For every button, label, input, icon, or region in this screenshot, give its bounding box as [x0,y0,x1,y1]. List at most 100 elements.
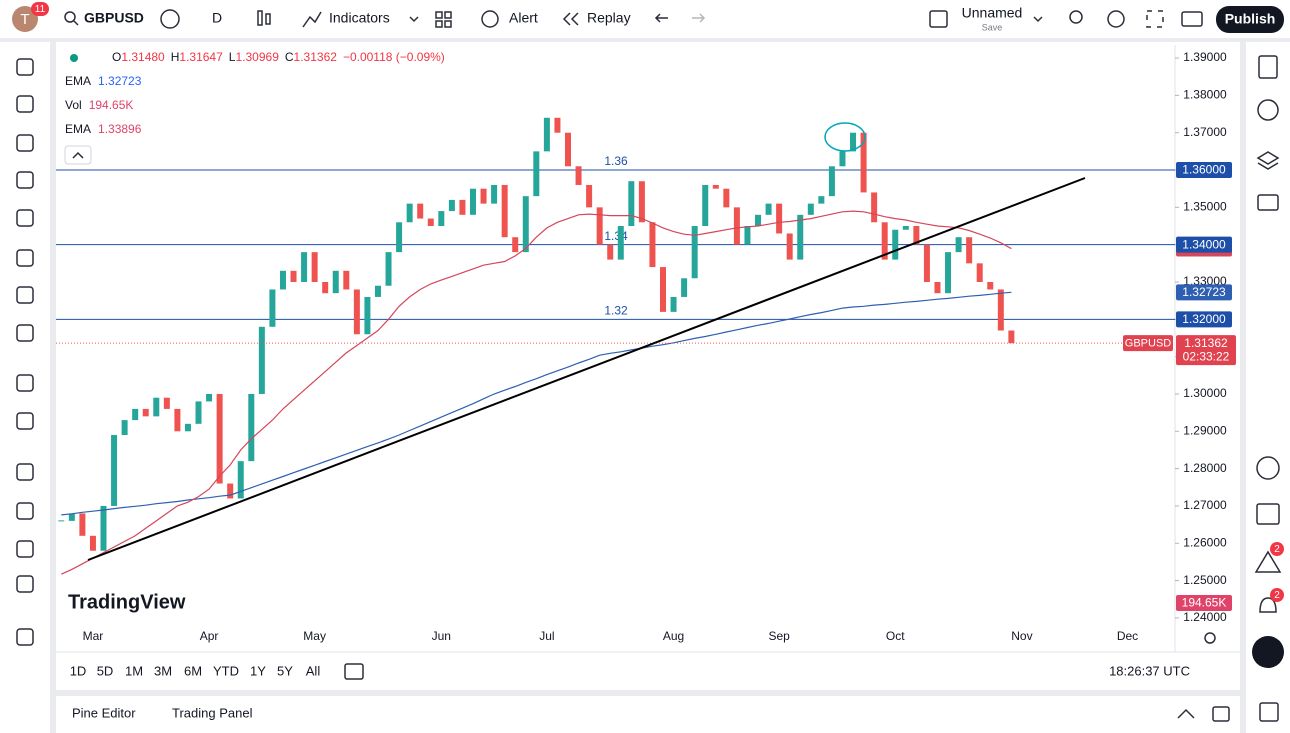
chart-panel [56,42,1240,690]
axis-settings[interactable] [1204,632,1216,644]
candle-body [934,282,941,294]
candle-body [702,184,709,227]
chart-type[interactable] [257,10,263,26]
tool-icon[interactable] [16,134,34,152]
range-button[interactable]: 1Y [250,663,266,678]
tool-icon[interactable] [16,412,34,430]
indicator-name: EMA [65,122,91,136]
tool-icon[interactable] [16,209,34,227]
collapse-legend[interactable] [64,145,92,165]
maximize[interactable] [1212,706,1230,722]
quick-search[interactable] [1069,10,1083,24]
calendar[interactable] [1256,503,1280,525]
panel-tab[interactable]: Pine Editor [72,705,136,720]
tool-icon[interactable] [16,324,34,342]
y-tick-label: 1.24000 [1183,610,1227,624]
replay[interactable]: Replay [587,10,631,26]
candle-body [807,203,814,215]
range-button[interactable]: 5Y [277,663,293,678]
range-button[interactable]: 1D [70,663,87,678]
candle-body [459,199,466,215]
range-button[interactable]: 5D [97,663,114,678]
price-tag [1176,162,1232,179]
trendline[interactable] [87,177,1086,561]
candle-body [955,237,962,253]
candle-body [923,244,930,283]
candle-body [290,270,297,283]
layout-name[interactable]: Unnamed [962,5,1023,21]
tool-icon[interactable] [16,95,34,113]
panel-toggle[interactable] [1259,702,1279,722]
ideas[interactable] [1254,550,1282,573]
calendar[interactable] [1256,456,1280,480]
candle-body [406,203,413,223]
snapshot[interactable] [1181,11,1203,27]
candle-body [279,270,286,290]
tool-icon[interactable] [16,463,34,481]
range-button[interactable]: All [306,663,321,678]
layout-icon[interactable] [929,10,948,28]
left-toolbar [0,42,50,733]
search-icon[interactable] [64,11,76,23]
volume-tag [1176,595,1232,611]
watchlist[interactable] [1258,55,1278,79]
range-button[interactable]: YTD [213,663,239,678]
tool-icon[interactable] [16,628,34,646]
publish-button[interactable] [1216,6,1284,33]
candle-body [681,278,688,297]
avatar[interactable] [12,6,38,32]
undo[interactable] [654,13,668,23]
notifications[interactable] [1259,597,1277,613]
tool-icon[interactable] [16,575,34,593]
price-tag [1176,311,1232,328]
range-button[interactable]: 3M [154,663,172,678]
settings[interactable] [1107,10,1125,28]
alert[interactable]: Alert [509,10,538,26]
redo[interactable] [692,13,706,23]
candle-body [522,196,529,253]
tool-icon[interactable] [16,286,34,304]
tool-icon[interactable] [16,540,34,558]
clock: 18:26:37 UTC [1109,663,1190,678]
tool-icon[interactable] [16,502,34,520]
collapse[interactable] [1177,708,1195,719]
candle-body [755,214,762,227]
add-symbol[interactable] [160,9,180,29]
price-tag [1176,284,1232,301]
candle-body [691,226,698,279]
publish-label: Publish [1225,11,1276,27]
fullscreen[interactable] [1146,10,1164,28]
tool-icon[interactable] [16,58,34,76]
panel-tab[interactable]: Trading Panel [172,705,253,720]
candle-body [575,166,582,185]
badge-text: 2 [1274,544,1280,555]
drawn-circle[interactable] [824,122,866,152]
indicators[interactable]: Indicators [329,10,390,26]
chat[interactable] [1257,194,1279,211]
symbol[interactable]: GBPUSD [84,10,144,26]
y-tick-label: 1.28000 [1183,461,1227,475]
candle-body [966,237,973,264]
date-range[interactable] [344,663,364,680]
templates [435,20,443,28]
interval[interactable]: D [212,10,222,26]
range-button[interactable]: 6M [184,663,202,678]
tool-icon[interactable] [16,374,34,392]
alerts[interactable] [1257,99,1279,121]
ohlc-value: 1.31647 [179,50,223,64]
caret [1033,16,1043,23]
tool-icon[interactable] [16,249,34,267]
templates[interactable] [435,11,443,19]
y-tick-label: 1.30000 [1183,386,1227,400]
candle-body [913,226,920,245]
products[interactable] [1252,636,1284,668]
templates [444,11,452,19]
ema-line [61,291,1012,516]
range-button[interactable]: 1M [125,663,143,678]
data-window[interactable] [1256,151,1280,170]
tool-icon[interactable] [16,171,34,189]
candle-body [332,270,339,294]
indicator-name: Vol [65,98,82,112]
ema-line [61,210,1012,575]
